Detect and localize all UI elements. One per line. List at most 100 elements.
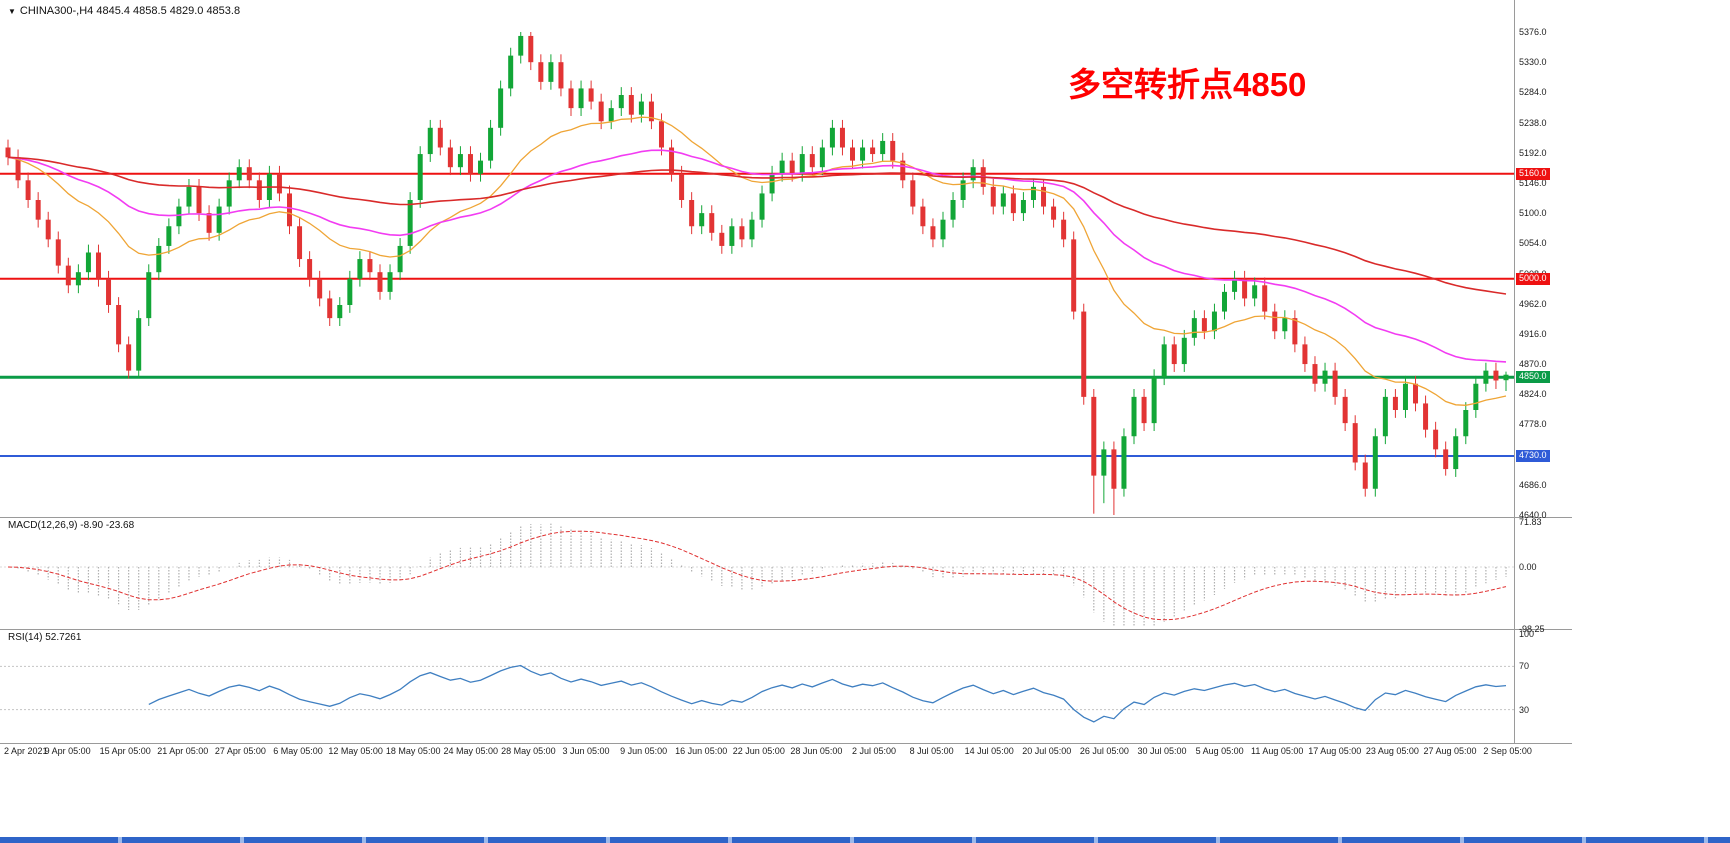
date-tick-label: 6 May 05:00	[273, 746, 323, 756]
macd-tick-label: 71.83	[1519, 516, 1542, 527]
candle-body	[25, 180, 31, 200]
rsi-tick-label: 30	[1519, 704, 1530, 715]
candle-body	[176, 206, 182, 227]
candle-body	[699, 213, 705, 227]
date-tick-label: 9 Apr 05:00	[44, 746, 91, 756]
candle-body	[1342, 396, 1348, 424]
candle-body	[116, 305, 122, 345]
candle-body	[327, 298, 333, 319]
candle-body	[1201, 318, 1207, 332]
panel-separator[interactable]	[0, 517, 1572, 518]
candle-body	[1211, 311, 1217, 332]
candle-body	[1382, 396, 1388, 437]
candle-body	[1151, 377, 1157, 424]
candle-body	[307, 259, 313, 279]
candle-body	[548, 62, 554, 82]
candle-body	[669, 147, 675, 174]
price-line-tag[interactable]: 5160.0	[1516, 167, 1550, 180]
candle-body	[860, 147, 866, 161]
price-tick-label: 5146.0	[1519, 177, 1547, 188]
price-tick-label: 5376.0	[1519, 27, 1547, 37]
date-tick-label: 2 Sep 05:00	[1483, 746, 1532, 756]
candle-body	[1292, 318, 1298, 345]
candle-body	[126, 344, 132, 371]
candle-body	[1433, 429, 1439, 450]
candle-body	[1312, 364, 1318, 384]
candle-body	[226, 180, 232, 207]
candle-body	[377, 272, 383, 292]
macd-panel[interactable]	[0, 517, 1514, 629]
candle-body	[1402, 383, 1408, 410]
candle-body	[598, 101, 604, 122]
candle-body	[1362, 462, 1368, 489]
candle-body	[488, 127, 494, 161]
candle-body	[367, 259, 373, 273]
candle-body	[1413, 383, 1419, 404]
rsi-panel[interactable]	[0, 629, 1514, 743]
candle-body	[638, 101, 644, 115]
candle-body	[166, 226, 172, 246]
candle-body	[357, 259, 363, 279]
candle-body	[1051, 206, 1057, 220]
date-tick-label: 9 Jun 05:00	[620, 746, 668, 756]
candle-body	[236, 167, 242, 181]
candle-body	[799, 154, 805, 174]
candle-body	[1181, 337, 1187, 365]
price-line-tag[interactable]: 4730.0	[1516, 449, 1550, 462]
candle-body	[1463, 410, 1469, 437]
candle-body	[960, 180, 966, 200]
candle-body	[990, 186, 996, 207]
panel-separator[interactable]	[0, 629, 1572, 630]
date-tick-label: 18 May 05:00	[385, 746, 441, 756]
price-tick-label: 4824.0	[1519, 389, 1547, 400]
candle-body	[850, 147, 856, 161]
candlestick-chart[interactable]	[0, 0, 1514, 517]
candle-body	[970, 167, 976, 181]
candle-body	[890, 140, 896, 161]
moving-average-line	[7, 149, 1507, 363]
collapse-triangle-icon[interactable]: ▼	[8, 7, 16, 16]
candle-body	[1071, 239, 1077, 312]
date-tick-label: 27 Apr 05:00	[214, 746, 266, 756]
candle-body	[1010, 193, 1016, 214]
candle-body	[347, 278, 353, 305]
candle-body	[417, 154, 423, 200]
rsi-line	[148, 664, 1507, 723]
candle-body	[749, 219, 755, 240]
candle-body	[35, 200, 41, 220]
date-tick-label: 11 Aug 05:00	[1250, 746, 1304, 756]
candle-body	[317, 278, 323, 299]
price-line-tag[interactable]: 5000.0	[1516, 272, 1550, 285]
candle-body	[558, 62, 564, 89]
candle-body	[920, 206, 926, 227]
candle-body	[819, 147, 825, 168]
candle-body	[1131, 396, 1137, 437]
candle-body	[387, 272, 393, 292]
candle-body	[1322, 370, 1328, 384]
price-tick-label: 5100.0	[1519, 208, 1547, 219]
candle-body	[246, 167, 252, 181]
candle-body	[809, 154, 815, 168]
candle-body	[1041, 186, 1047, 207]
candle-body	[1443, 449, 1449, 470]
price-line-tag[interactable]: 4850.0	[1516, 371, 1550, 384]
candle-body	[106, 278, 112, 305]
candle-body	[648, 101, 654, 122]
candle-body	[709, 213, 715, 233]
candle-body	[1101, 449, 1107, 476]
price-tick-label: 5330.0	[1519, 57, 1547, 68]
candle-body	[759, 193, 765, 220]
candle-body	[829, 127, 835, 148]
candle-body	[719, 232, 725, 246]
price-tick-label: 4686.0	[1519, 479, 1547, 490]
candle-body	[1221, 291, 1227, 312]
date-tick-label: 30 Jul 05:00	[1137, 746, 1187, 756]
candle-body	[467, 154, 473, 174]
price-axis-separator	[1514, 0, 1515, 743]
candle-body	[1423, 403, 1429, 430]
candle-body	[689, 200, 695, 227]
macd-header-label: MACD(12,26,9) -8.90 -23.68	[8, 520, 135, 531]
date-tick-label: 27 Aug 05:00	[1423, 746, 1477, 756]
candle-body	[15, 157, 21, 181]
